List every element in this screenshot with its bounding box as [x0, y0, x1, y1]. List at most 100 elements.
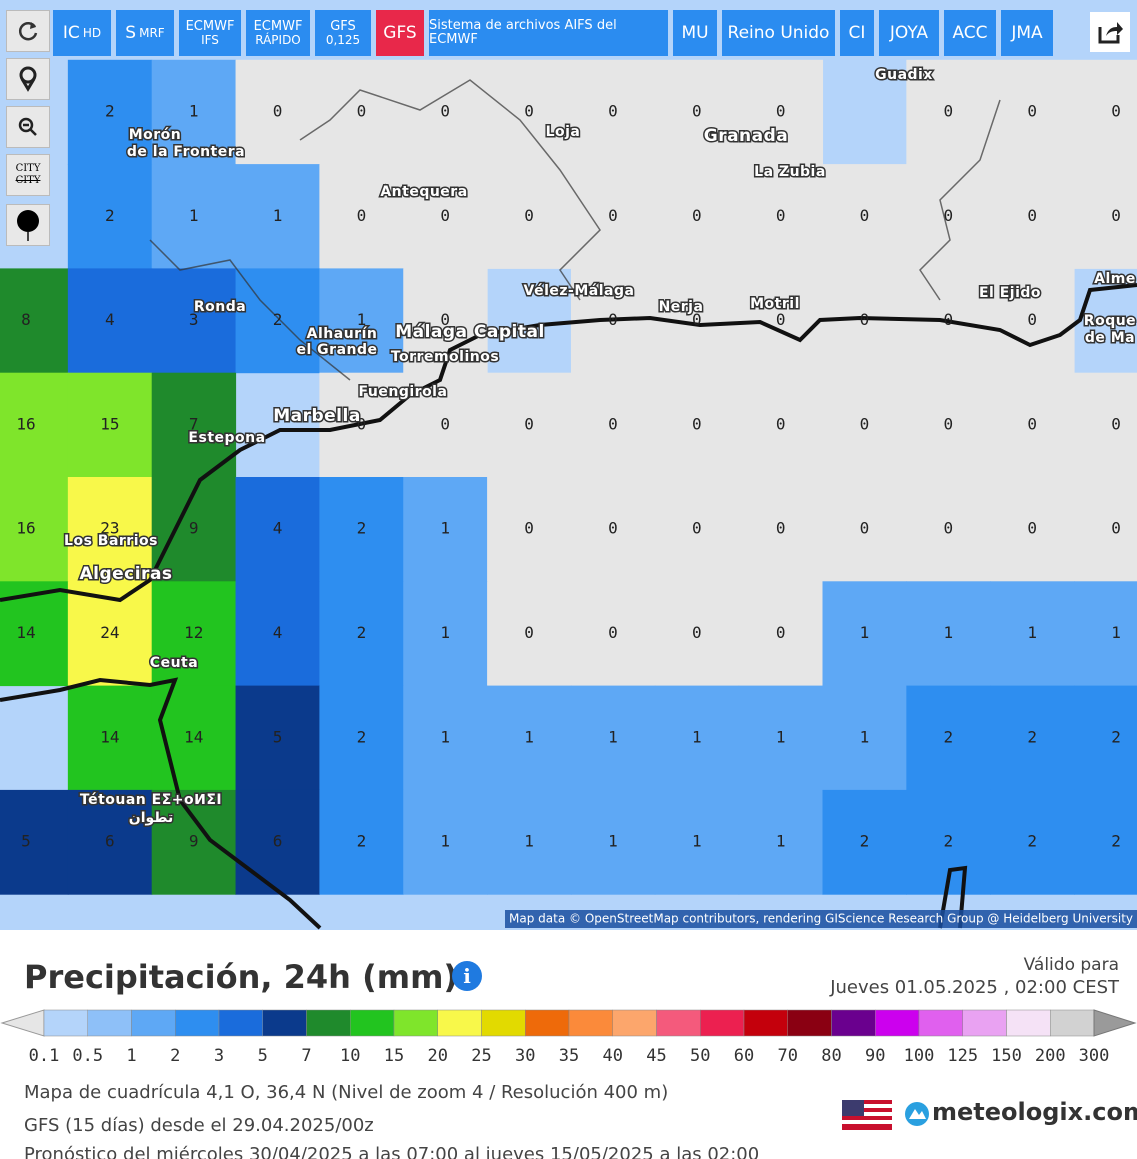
grid-value: 0 [440, 310, 450, 329]
precip-cell [235, 477, 320, 582]
precip-cell [151, 789, 237, 895]
model-button[interactable]: IC HD [53, 10, 111, 56]
model-button[interactable]: ECMWF RÁPIDO [246, 10, 310, 56]
legend-swatch [43, 1009, 88, 1037]
legend-tick-label: 150 [991, 1046, 1022, 1066]
grid-value: 0 [692, 519, 702, 538]
legend-tick-label: 200 [1035, 1046, 1066, 1066]
precip-cell [738, 164, 824, 269]
grid-value: 0 [776, 206, 786, 225]
legend-swatch [437, 1009, 482, 1037]
grid-value: 1 [608, 727, 618, 746]
button-label: Reino Unido [727, 23, 830, 43]
precip-cell [906, 685, 991, 791]
legend-swatch [918, 1009, 963, 1037]
model-button[interactable]: GFS [376, 10, 424, 56]
legend-swatch [962, 1009, 1007, 1037]
place-label: Tétouan ΕΣ+οⵍΣΙ [80, 792, 222, 808]
legend-swatch [743, 1009, 788, 1037]
grid-value: 2 [944, 727, 954, 746]
refresh-button[interactable] [6, 10, 50, 52]
place-label: de la Frontera [127, 144, 245, 160]
legend-swatch [1050, 1009, 1095, 1037]
grid-value: 1 [273, 206, 283, 225]
grid-value: 24 [100, 623, 119, 642]
legend-swatch [612, 1009, 657, 1037]
precip-cell [906, 477, 991, 582]
precip-cell [403, 268, 488, 374]
precip-cell [990, 685, 1075, 791]
place-label: Antequera [380, 184, 467, 200]
precip-cell [319, 164, 404, 269]
precip-cell [990, 581, 1075, 687]
grid-value: 2 [105, 102, 115, 121]
grid-value: 0 [1111, 519, 1121, 538]
precip-cell [1074, 581, 1137, 687]
place-label: Fuengirola [359, 384, 448, 400]
model-button[interactable]: S MRF [116, 10, 174, 56]
grid-value: 0 [440, 206, 450, 225]
grid-value: 1 [524, 727, 534, 746]
button-label: IC [62, 23, 80, 43]
flag-icon [842, 1100, 892, 1130]
place-label: Marbella [273, 406, 361, 426]
precip-cell [738, 59, 824, 165]
model-button[interactable]: Reino Unido [722, 10, 835, 56]
grid-value: 1 [440, 832, 450, 851]
zoom-button[interactable] [6, 106, 50, 148]
precip-cell [235, 164, 320, 269]
model-button[interactable]: JOYA [879, 10, 939, 56]
button-label: ECMWF [253, 18, 303, 34]
footer-line: Mapa de cuadrícula 4,1 O, 36,4 N (Nivel … [24, 1082, 669, 1103]
grid-value: 2 [1111, 727, 1121, 746]
brand: meteologix.com [932, 1098, 1137, 1126]
grid-value: 1 [524, 832, 534, 851]
model-button[interactable]: Sistema de archivos AIFS del ECMWF [429, 10, 668, 56]
grid-value: 6 [273, 832, 283, 851]
grid-value: 0 [776, 102, 786, 121]
model-button[interactable]: MU [673, 10, 717, 56]
city-button[interactable]: CITY CITY [6, 154, 50, 196]
model-button[interactable]: GFS 0,125 [315, 10, 371, 56]
precip-cell [235, 789, 320, 895]
grid-value: 2 [105, 206, 115, 225]
button-label: MU [681, 23, 709, 43]
legend-swatch [218, 1009, 263, 1037]
grid-value: 14 [16, 623, 35, 642]
map: 2 1 0 0 0 0 0 0 0 0 0 02 1 1 0 0 0 0 0 0 0 0 0 08 4 3 2 1 0 0 0 0 0 0 016 1… [0, 0, 1137, 930]
model-button[interactable]: JMA [1001, 10, 1053, 56]
precip-cell [906, 372, 991, 478]
grid-value: 1 [776, 727, 786, 746]
precip-cell [738, 372, 824, 478]
model-button[interactable]: ECMWF IFS [179, 10, 241, 56]
location-button[interactable] [6, 58, 50, 100]
legend-swatch [656, 1009, 701, 1037]
grid-value: 0 [608, 310, 618, 329]
precip-cell [1074, 477, 1137, 582]
button-label: GFS [330, 18, 356, 34]
precip-cell [822, 685, 907, 791]
city-label: CITY [15, 163, 41, 174]
share-button[interactable] [1090, 12, 1130, 52]
legend-swatch [831, 1009, 876, 1037]
grid-value: 0 [440, 102, 450, 121]
button-label: ECMWF [185, 18, 235, 34]
grid-value: 4 [105, 310, 115, 329]
legend-swatch [131, 1009, 176, 1037]
precip-cell [235, 581, 320, 687]
precip-cell [403, 581, 488, 687]
legend-swatch [481, 1009, 526, 1037]
place-label: Torremolinos [391, 349, 499, 365]
grid-value: 9 [189, 519, 199, 538]
precip-cell [570, 164, 656, 269]
precip-cell [403, 685, 488, 791]
legend-tick-label: 100 [904, 1046, 935, 1066]
precip-cell [1074, 164, 1137, 269]
legend-tick-label: 3 [214, 1046, 224, 1066]
marker-button[interactable] [6, 204, 50, 246]
grid-value: 0 [776, 414, 786, 433]
info-icon[interactable]: i [452, 961, 482, 991]
model-button[interactable]: ACC [944, 10, 996, 56]
grid-value: 0 [692, 310, 702, 329]
model-button[interactable]: CI [840, 10, 874, 56]
